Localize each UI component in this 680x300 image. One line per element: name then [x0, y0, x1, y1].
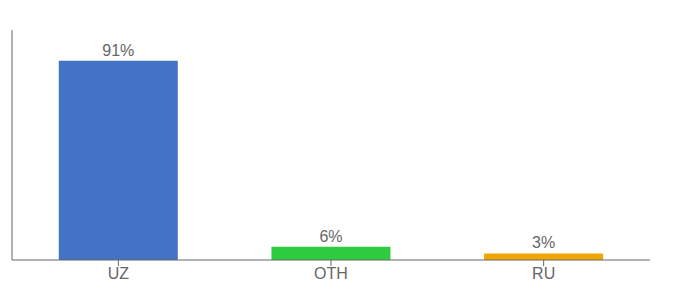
svg-text:3%: 3%: [532, 234, 555, 251]
svg-text:91%: 91%: [102, 42, 134, 59]
svg-text:RU: RU: [532, 265, 555, 282]
svg-text:UZ: UZ: [108, 265, 130, 282]
svg-text:6%: 6%: [319, 228, 342, 245]
svg-text:OTH: OTH: [314, 265, 348, 282]
